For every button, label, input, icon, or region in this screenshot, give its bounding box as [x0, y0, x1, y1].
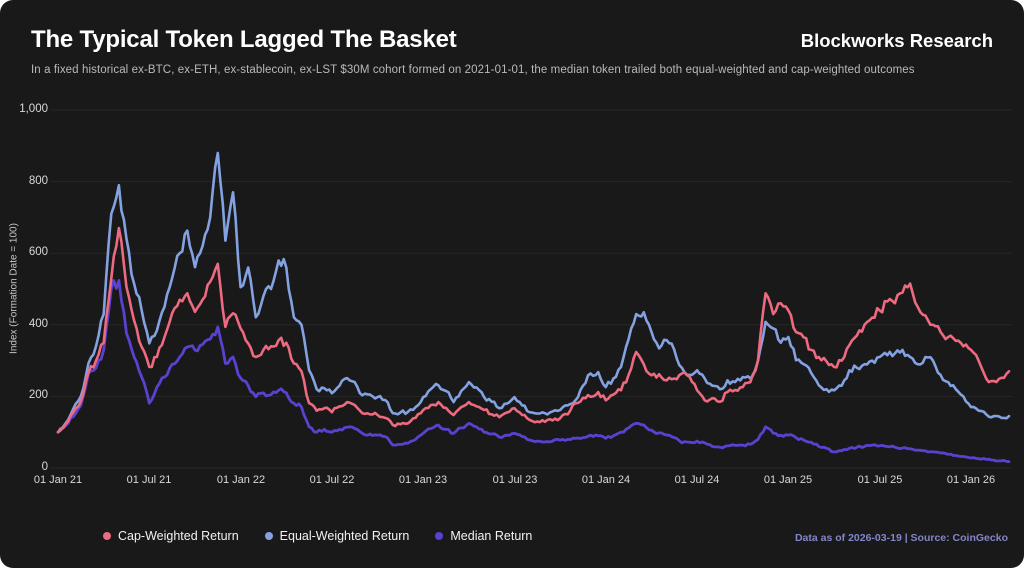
x-tick-jul25: 01 Jul 25 — [857, 474, 903, 486]
legend: Cap-Weighted Return Equal-Weighted Retur… — [103, 529, 532, 543]
y-tick-0: 0 — [41, 461, 48, 473]
legend-item-equal-weighted: Equal-Weighted Return — [264, 529, 410, 543]
legend-item-cap-weighted: Cap-Weighted Return — [103, 529, 239, 543]
page-title: The Typical Token Lagged The Basket — [31, 26, 457, 53]
y-axis-title: Index (Formation Date = 100) — [8, 223, 20, 354]
x-tick-jul21: 01 Jul 21 — [126, 474, 172, 486]
series-equal-weighted-return — [56, 151, 1011, 434]
cap-weighted-dot-icon — [103, 532, 111, 540]
legend-label-equal-weighted: Equal-Weighted Return — [279, 529, 410, 543]
equal-weighted-dot-icon — [264, 532, 273, 540]
x-tick-jan25: 01 Jan 25 — [763, 474, 813, 486]
chart-subtitle: In a fixed historical ex-BTC, ex-ETH, ex… — [31, 64, 915, 76]
x-tick-jan26: 01 Jan 26 — [946, 474, 996, 486]
y-tick-800: 800 — [28, 175, 48, 187]
legend-label-cap-weighted: Cap-Weighted Return — [118, 529, 239, 543]
x-tick-jan23: 01 Jan 23 — [398, 474, 448, 486]
x-tick-jul24: 01 Jul 24 — [674, 474, 720, 486]
x-tick-jan21: 01 Jan 21 — [33, 474, 83, 486]
median-dot-icon — [435, 532, 444, 540]
series-cap-weighted-return — [56, 226, 1011, 434]
x-tick-jan24: 01 Jan 24 — [581, 474, 631, 486]
y-tick-600: 600 — [28, 246, 48, 258]
x-tick-jul22: 01 Jul 22 — [309, 474, 355, 486]
legend-item-median: Median Return — [435, 529, 532, 543]
source-note: Data as of 2026-03-19 | Source: CoinGeck… — [794, 532, 1008, 544]
series-median-return — [56, 279, 1011, 463]
y-tick-1000: 1,000 — [19, 103, 48, 115]
y-tick-400: 400 — [28, 318, 48, 330]
x-tick-jul23: 01 Jul 23 — [492, 474, 538, 486]
legend-label-median: Median Return — [450, 529, 533, 543]
x-tick-jan22: 01 Jan 22 — [216, 474, 266, 486]
y-tick-200: 200 — [28, 389, 48, 401]
brand-wordmark: Blockworks Research — [800, 30, 993, 51]
